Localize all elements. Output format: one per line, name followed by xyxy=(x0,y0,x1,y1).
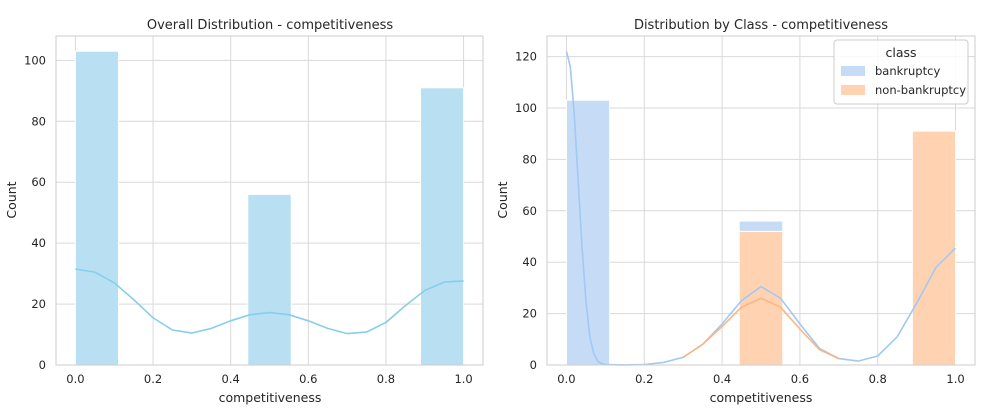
right-y-tick-label: 40 xyxy=(522,255,537,269)
right-y-tick-label: 120 xyxy=(515,50,537,64)
right-x-tick-label: 0.4 xyxy=(713,372,731,386)
right-chart-title: Distribution by Class - competitiveness xyxy=(634,18,888,33)
left-chart-title: Overall Distribution - competitiveness xyxy=(147,18,394,33)
legend-label-non-bankruptcy: non-bankruptcy xyxy=(875,83,966,97)
left-x-tick-label: 0.4 xyxy=(222,372,240,386)
histogram-bar xyxy=(74,50,119,366)
right-x-tick-label: 0.8 xyxy=(869,372,887,386)
left-x-tick-label: 0.0 xyxy=(66,372,84,386)
legend-swatch-non-bankruptcy xyxy=(841,85,865,95)
left-y-tick-label: 0 xyxy=(39,358,46,372)
left-x-axis-label: competitiveness xyxy=(219,390,322,405)
legend-label-bankruptcy: bankruptcy xyxy=(875,64,940,78)
right-y-tick-label: 0 xyxy=(530,358,537,372)
right-plot-area: 0.0 0.2 0.4 0.6 0.8 1.0 0 20 40 60 80 100 120 xyxy=(515,35,976,386)
kde-line-bankruptcy xyxy=(565,51,957,366)
right-x-axis-label: competitiveness xyxy=(710,390,813,405)
left-y-tick-label: 60 xyxy=(31,175,46,189)
right-x-tick-label: 0.0 xyxy=(557,372,575,386)
left-x-tick-label: 0.8 xyxy=(377,372,395,386)
left-y-axis-label: Count xyxy=(4,181,19,218)
histogram-bar-non-bankruptcy xyxy=(911,130,957,366)
legend-title: class xyxy=(885,45,916,60)
histogram-bar xyxy=(247,193,292,366)
right-y-tick-label: 60 xyxy=(522,204,537,218)
right-axes-frame xyxy=(546,35,976,366)
right-x-tick-label: 1.0 xyxy=(946,372,964,386)
right-y-axis-label: Count xyxy=(495,181,510,218)
left-y-tick-label: 100 xyxy=(24,53,46,67)
left-y-tick-label: 20 xyxy=(31,297,46,311)
right-y-tick-label: 20 xyxy=(522,307,537,321)
right-y-tick-label: 80 xyxy=(522,152,537,166)
left-plot-area: 0.0 0.2 0.4 0.6 0.8 1.0 0 20 40 60 80 100 xyxy=(24,35,484,386)
left-axes-frame xyxy=(55,35,484,366)
left-x-tick-label: 1.0 xyxy=(454,372,472,386)
right-x-tick-label: 0.2 xyxy=(635,372,653,386)
legend: class bankruptcy non-bankruptcy xyxy=(833,39,969,105)
histogram-bar-bankruptcy xyxy=(738,220,784,232)
right-x-tick-label: 0.6 xyxy=(791,372,809,386)
left-y-tick-label: 40 xyxy=(31,236,46,250)
kde-line xyxy=(75,268,464,335)
histogram-bar xyxy=(420,87,465,366)
legend-box xyxy=(833,39,969,105)
left-x-tick-label: 0.2 xyxy=(144,372,162,386)
right-y-tick-label: 100 xyxy=(515,101,537,115)
left-x-tick-label: 0.6 xyxy=(299,372,317,386)
kde-line-non-bankruptcy xyxy=(682,297,840,360)
legend-swatch-bankruptcy xyxy=(841,66,865,76)
class-distribution-panel: Distribution by Class - competitiveness … xyxy=(495,18,976,405)
left-y-tick-label: 80 xyxy=(31,114,46,128)
overall-distribution-panel: Overall Distribution - competitiveness c… xyxy=(4,18,484,405)
